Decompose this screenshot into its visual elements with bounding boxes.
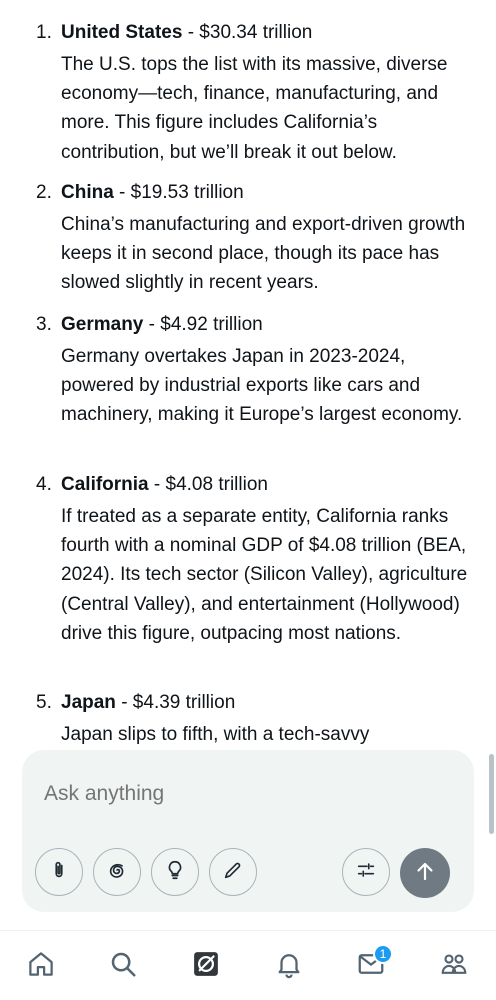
gdp-value: - $19.53 trillion bbox=[113, 182, 244, 203]
attach-icon bbox=[48, 859, 70, 886]
attach-button[interactable] bbox=[35, 848, 83, 896]
settings-sliders-icon bbox=[355, 859, 377, 886]
gdp-value: - $4.08 trillion bbox=[148, 474, 268, 495]
tab-home[interactable] bbox=[24, 949, 58, 983]
draw-icon bbox=[222, 859, 244, 886]
notifications-icon bbox=[274, 949, 304, 984]
list-item: 3. Germany - $4.92 trillion Germany over… bbox=[36, 313, 476, 430]
item-description: If treated as a separate entity, Califor… bbox=[61, 506, 468, 644]
communities-icon bbox=[439, 949, 469, 984]
item-description: Japan slips to fifth, with a tech-savvy bbox=[61, 724, 370, 745]
draw-button[interactable] bbox=[209, 848, 257, 896]
list-item: 5. Japan - $4.39 trillion Japan slips to… bbox=[36, 691, 476, 749]
lightbulb-icon bbox=[164, 859, 186, 886]
think-button[interactable] bbox=[93, 848, 141, 896]
tab-grok[interactable] bbox=[189, 949, 223, 983]
list-number: 1. bbox=[36, 22, 52, 43]
tab-communities[interactable] bbox=[437, 949, 471, 983]
country-name: China bbox=[61, 182, 114, 203]
composer-scrollbar[interactable] bbox=[489, 754, 494, 834]
list-item: 2. China - $19.53 trillion China’s manuf… bbox=[36, 181, 476, 298]
tab-search[interactable] bbox=[106, 949, 140, 983]
list-number: 4. bbox=[36, 474, 52, 495]
country-name: United States bbox=[61, 22, 183, 43]
country-name: Japan bbox=[61, 692, 116, 713]
list-number: 5. bbox=[36, 692, 52, 713]
list-item: 4. California - $4.08 trillion If treate… bbox=[36, 473, 476, 648]
grok-icon bbox=[191, 949, 221, 984]
gdp-value: - $4.39 trillion bbox=[115, 692, 236, 713]
home-icon bbox=[26, 949, 56, 984]
list-number: 2. bbox=[36, 182, 52, 203]
item-description: The U.S. tops the list with its massive,… bbox=[61, 54, 448, 163]
tab-notifications[interactable] bbox=[272, 949, 306, 983]
gdp-value: - $30.34 trillion bbox=[182, 22, 313, 43]
country-name: Germany bbox=[61, 314, 144, 335]
gdp-value: - $4.92 trillion bbox=[143, 314, 263, 335]
item-description: China’s manufacturing and export-driven … bbox=[61, 214, 466, 294]
chat-response: 1. United States - $30.34 trillion The U… bbox=[36, 21, 476, 749]
ask-input[interactable] bbox=[44, 782, 424, 806]
item-description: Germany overtakes Japan in 2023-2024, po… bbox=[61, 346, 463, 426]
bottom-tab-bar bbox=[0, 930, 496, 1000]
list-number: 3. bbox=[36, 314, 52, 335]
composer bbox=[22, 750, 494, 912]
send-button[interactable] bbox=[400, 848, 450, 898]
composer-area bbox=[0, 750, 496, 930]
messages-badge: 1 bbox=[373, 944, 393, 964]
idea-button[interactable] bbox=[151, 848, 199, 896]
country-name: California bbox=[61, 474, 149, 495]
list-item: 1. United States - $30.34 trillion The U… bbox=[36, 21, 476, 167]
search-icon bbox=[108, 949, 138, 984]
settings-button[interactable] bbox=[342, 848, 390, 896]
arrow-up-icon bbox=[413, 859, 437, 888]
think-icon bbox=[106, 859, 128, 886]
